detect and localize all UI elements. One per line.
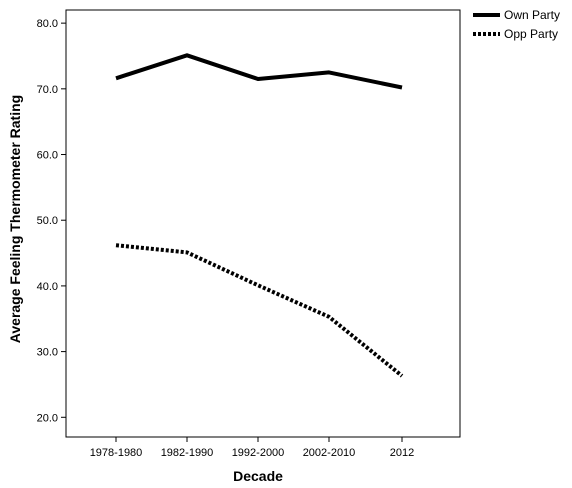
y-tick-label: 70.0 bbox=[37, 84, 58, 96]
series-line-opp-party bbox=[115, 243, 404, 378]
y-tick-label: 20.0 bbox=[37, 412, 58, 424]
legend-label-own-party: Own Party bbox=[504, 8, 560, 22]
legend-label-opp-party: Opp Party bbox=[504, 27, 558, 41]
x-tick-label: 2002-2010 bbox=[303, 447, 356, 459]
series-layer bbox=[115, 53, 404, 378]
x-tick-label: 2012 bbox=[390, 447, 414, 459]
y-axis-title: Average Feeling Thermometer Rating bbox=[7, 95, 23, 343]
x-axis: 1978-1980 1982-1990 1992-2000 2002-2010 2012 bbox=[90, 437, 414, 459]
x-axis-title: Decade bbox=[233, 468, 283, 484]
x-tick-label: 1992-2000 bbox=[232, 447, 285, 459]
y-tick-label: 40.0 bbox=[37, 281, 58, 293]
x-tick-label: 1982-1990 bbox=[161, 447, 214, 459]
y-axis: 20.0 30.0 40.0 50.0 60.0 70.0 80.0 bbox=[37, 18, 66, 424]
legend: Own Party Opp Party bbox=[473, 8, 560, 41]
y-tick-label: 60.0 bbox=[37, 150, 58, 162]
y-tick-label: 50.0 bbox=[37, 215, 58, 227]
y-tick-label: 80.0 bbox=[37, 18, 58, 30]
series-line-own-party bbox=[115, 53, 403, 90]
y-tick-label: 30.0 bbox=[37, 347, 58, 359]
x-tick-label: 1978-1980 bbox=[90, 447, 143, 459]
plot-area-frame bbox=[65, 9, 461, 438]
